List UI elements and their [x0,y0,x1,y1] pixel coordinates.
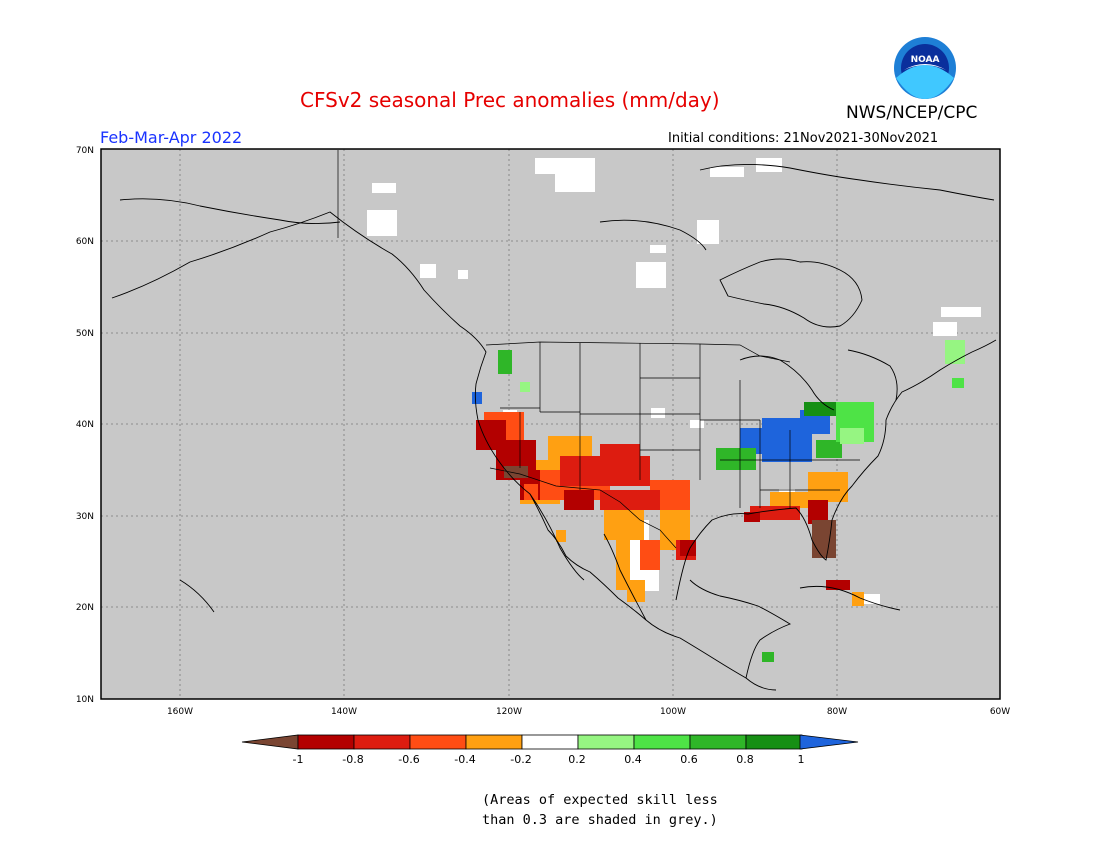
colorbar-right-arrow [799,734,859,750]
colorbar-label: -0.6 [398,753,419,766]
agency-label: NWS/NCEP/CPC [846,103,978,123]
lat-tick-label: 30N [76,512,94,522]
footnote-line-1: (Areas of expected skill less [482,792,718,808]
skill-footnote: (Areas of expected skill less than 0.3 a… [482,790,718,830]
colorbar-cell [745,734,803,750]
lon-tick-label: 120W [496,707,522,717]
latitude-labels: 70N 60N 50N 40N 30N 20N 10N [76,146,94,705]
political-boundaries [337,150,860,549]
colorbar-label: -0.4 [454,753,475,766]
lat-tick-label: 60N [76,237,94,247]
lon-tick-label: 60W [990,707,1010,717]
colorbar-cell [633,734,691,750]
map-frame [100,148,1001,700]
colorbar-label: 0.4 [624,753,642,766]
colorbar-label: 0.2 [568,753,586,766]
lat-tick-label: 50N [76,329,94,339]
lon-tick-label: 140W [331,707,357,717]
footnote-line-2: than 0.3 are shaded in grey.) [482,812,718,828]
colorbar-label: -0.8 [342,753,363,766]
colorbar-cell [409,734,467,750]
noaa-logo-icon: NOAA [894,37,956,99]
coastlines [111,164,997,691]
colorbar-label: 1 [798,753,805,766]
colorbar-cell [353,734,411,750]
initial-conditions-label: Initial conditions: 21Nov2021-30Nov2021 [668,131,939,146]
near-zero-patches [367,158,981,604]
colorbar-label: 0.8 [736,753,754,766]
lat-tick-label: 40N [76,420,94,430]
lat-tick-label: 10N [76,695,94,705]
map-title: CFSv2 seasonal Prec anomalies (mm/day) [300,88,720,112]
colorbar: -1 -0.8 -0.6 -0.4 -0.2 0.2 0.4 0.6 0.8 1 [241,734,859,766]
lat-tick-label: 70N [76,146,94,156]
colorbar-left-arrow [241,734,299,750]
lon-tick-label: 100W [660,707,686,717]
lon-tick-label: 160W [167,707,193,717]
colorbar-label: 0.6 [680,753,698,766]
colorbar-label: -0.2 [510,753,531,766]
longitude-labels: 160W 140W 120W 100W 80W 60W [167,707,1010,717]
colorbar-cell [521,734,579,750]
colorbar-cell [577,734,635,750]
lat-tick-label: 20N [76,603,94,613]
colorbar-cell [297,734,355,750]
colorbar-cell [465,734,523,750]
lon-tick-label: 80W [827,707,847,717]
logo-text: NOAA [911,55,940,65]
colorbar-label: -1 [293,753,304,766]
colorbar-cell [689,734,747,750]
season-label: Feb-Mar-Apr 2022 [100,128,243,147]
